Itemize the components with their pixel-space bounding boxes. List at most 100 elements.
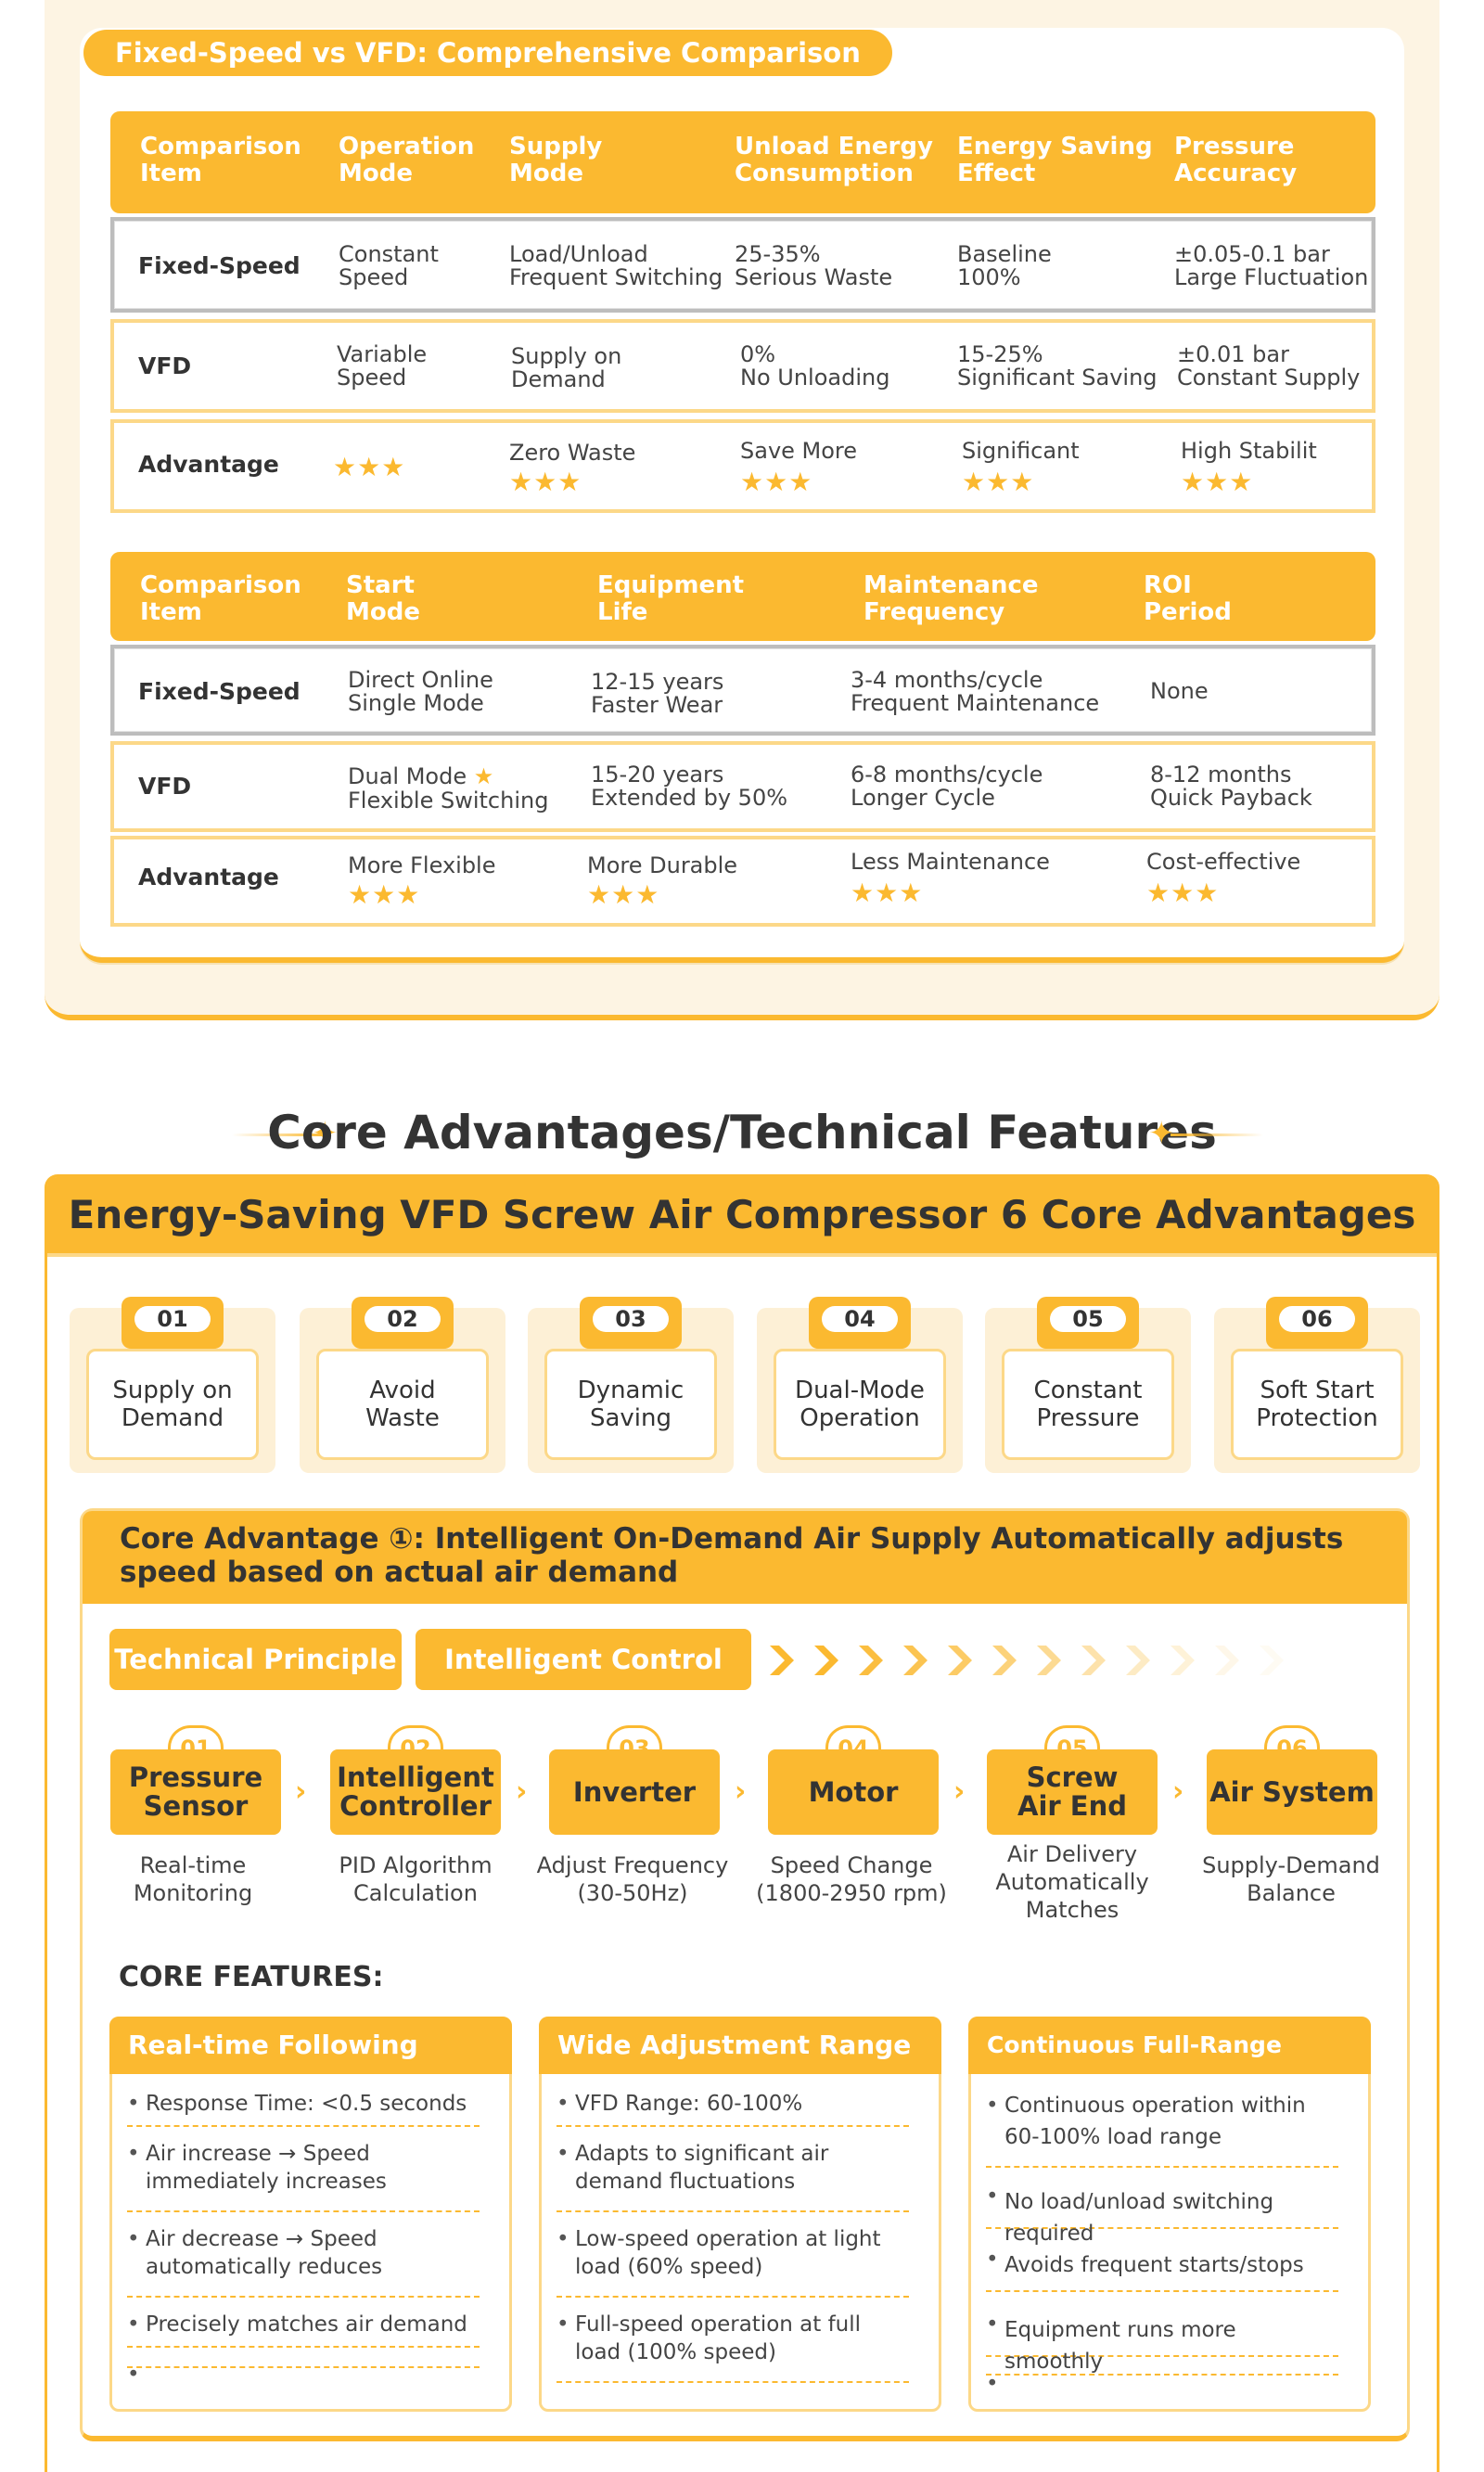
flow-step-description: Air Delivery Automatically Matches bbox=[995, 1841, 1149, 1923]
table-cell: 6-8 months/cycle Longer Cycle bbox=[851, 762, 1043, 811]
table-cell: Variable Speed bbox=[337, 341, 428, 391]
advantage-label: Soft Start Protection bbox=[1231, 1349, 1403, 1460]
feature-list-item: Precisely matches air demand bbox=[127, 2311, 480, 2348]
row-label: VFD bbox=[138, 352, 192, 379]
advantage-number: 04 bbox=[822, 1306, 898, 1332]
header-pressure-accuracy: Pressure Accuracy bbox=[1174, 133, 1298, 187]
star-rating-icon: ★★★ bbox=[851, 877, 924, 908]
advantage-label: Dynamic Saving bbox=[544, 1349, 717, 1460]
feature-list-item: Adapts to significant air demand fluctua… bbox=[556, 2140, 909, 2212]
star-rating-icon: ★★★ bbox=[587, 879, 660, 910]
advantage-number-tab: 01 bbox=[122, 1297, 224, 1349]
advantage-number: 02 bbox=[365, 1306, 441, 1332]
chevron-right-icon bbox=[1215, 1646, 1239, 1675]
table-cell: More Flexible bbox=[348, 852, 496, 878]
flow-step-description: Supply-Demand Balance bbox=[1202, 1852, 1380, 1906]
table-header: Comparison Item Operation Mode Supply Mo… bbox=[110, 111, 1375, 213]
row-label: VFD bbox=[138, 773, 192, 800]
table-cell: 12-15 years Faster Wear bbox=[591, 669, 724, 718]
feature-list-item: Air decrease → Speed automatically reduc… bbox=[127, 2225, 480, 2298]
advantage-card[interactable]: 02 Avoid Waste bbox=[300, 1297, 505, 1473]
technical-principle-tag: Technical Principle bbox=[109, 1629, 402, 1690]
table-cell: Load/Unload Frequent Switching bbox=[509, 241, 723, 290]
row-label: Fixed-Speed bbox=[138, 678, 301, 705]
table-cell: Significant bbox=[962, 438, 1080, 464]
star-rating-icon: ★★★ bbox=[740, 467, 813, 497]
table-row-vfd: VFD Variable Speed Supply on Demand 0% N… bbox=[110, 319, 1375, 413]
table-cell: 0% No Unloading bbox=[740, 341, 890, 391]
flow-step-air-system: Air System bbox=[1207, 1749, 1377, 1835]
row-label: Advantage bbox=[138, 451, 279, 478]
advantage-number-tab: 06 bbox=[1266, 1297, 1368, 1349]
table-row-fixed-speed: Fixed-Speed Constant Speed Load/Unload F… bbox=[110, 217, 1375, 313]
table-row-advantage: Advantage More Flexible ★★★ More Durable… bbox=[110, 836, 1375, 927]
advantage-number-tab: 03 bbox=[580, 1297, 682, 1349]
chevron-right-icon bbox=[1260, 1646, 1284, 1675]
star-rating-icon: ★★★ bbox=[509, 467, 582, 497]
chevron-right-icon bbox=[770, 1646, 794, 1675]
comparison-title: Fixed-Speed vs VFD: Comprehensive Compar… bbox=[83, 30, 892, 76]
table-header: Comparison Item Start Mode Equipment Lif… bbox=[110, 552, 1375, 641]
advantage-number-tab: 02 bbox=[352, 1297, 454, 1349]
decorative-line-left bbox=[232, 1134, 325, 1136]
intelligent-control-flow-tag: Intelligent Control Flow bbox=[416, 1629, 751, 1736]
advantage-number: 03 bbox=[593, 1306, 669, 1332]
advantage-card[interactable]: 06 Soft Start Protection bbox=[1214, 1297, 1420, 1473]
feature-list-item: Continuous operation within 60-100% load… bbox=[986, 2090, 1338, 2168]
flow-step-description: Speed Change (1800-2950 rpm) bbox=[756, 1852, 947, 1906]
header-operation-mode: Operation Mode bbox=[339, 133, 475, 187]
header-comparison-item: Comparison Item bbox=[140, 133, 301, 187]
table-row-fixed-speed: Fixed-Speed Direct Online Single Mode 12… bbox=[110, 645, 1375, 736]
table-cell: 25-35% Serious Waste bbox=[735, 241, 893, 290]
feature-card-title: Wide Adjustment Range bbox=[539, 2017, 941, 2074]
feature-card-title: Continuous Full-Range Operation bbox=[968, 2017, 1371, 2116]
table-row-advantage: Advantage ★★★ Zero Waste ★★★ Save More ★… bbox=[110, 419, 1375, 513]
header-energy-saving: Energy Saving Effect bbox=[957, 133, 1153, 187]
star-rating-icon: ★★★ bbox=[333, 452, 406, 482]
flow-step-intelligent-controller: Intelligent Controller bbox=[330, 1749, 501, 1835]
advantage-number-tab: 05 bbox=[1037, 1297, 1139, 1349]
decorative-line-right bbox=[1171, 1134, 1263, 1136]
table-cell: Baseline 100% bbox=[957, 241, 1052, 290]
flow-arrow-icon: › bbox=[516, 1775, 528, 1808]
feature-list-item: Low-speed operation at light load (60% s… bbox=[556, 2225, 909, 2298]
chevron-right-icon bbox=[992, 1646, 1017, 1675]
chevron-right-icon bbox=[859, 1646, 883, 1675]
header-start-mode: Start Mode bbox=[346, 571, 420, 626]
dual-mode-sub: Flexible Switching bbox=[348, 788, 549, 813]
advantage-card[interactable]: 04 Dual-Mode Operation bbox=[757, 1297, 963, 1473]
advantage-card[interactable]: 01 Supply on Demand bbox=[70, 1297, 275, 1473]
feature-divider bbox=[127, 2361, 480, 2389]
advantage-card[interactable]: 03 Dynamic Saving bbox=[528, 1297, 734, 1473]
core-advantages-heading: Energy-Saving VFD Screw Air Compressor 6… bbox=[47, 1177, 1437, 1253]
star-rating-icon: ★★★ bbox=[1146, 877, 1220, 908]
core-features-title: CORE FEATURES: bbox=[119, 1961, 384, 1993]
header-unload-energy: Unload Energy Consumption bbox=[735, 133, 933, 187]
flow-step-motor: Motor bbox=[768, 1749, 939, 1835]
flow-step-pressure-sensor: Pressure Sensor bbox=[110, 1749, 281, 1835]
row-label: Advantage bbox=[138, 864, 279, 890]
table-cell: Cost-effective bbox=[1146, 849, 1301, 875]
star-rating-icon: ★★★ bbox=[962, 467, 1035, 497]
advantage-label: Constant Pressure bbox=[1002, 1349, 1174, 1460]
table-cell: Zero Waste bbox=[509, 440, 636, 466]
header-maintenance-frequency: Maintenance Frequency bbox=[864, 571, 1039, 626]
feature-card-real-time-following: Real-time Following Response Time: <0.5 … bbox=[109, 2017, 512, 2412]
star-rating-icon: ★★★ bbox=[348, 879, 421, 910]
chevron-right-icon bbox=[1037, 1646, 1061, 1675]
advantage-card[interactable]: 05 Constant Pressure bbox=[985, 1297, 1191, 1473]
table-cell: Save More bbox=[740, 438, 858, 464]
advantage-number: 01 bbox=[134, 1306, 211, 1332]
table-cell: Constant Speed bbox=[339, 241, 439, 290]
advantage-label: Supply on Demand bbox=[86, 1349, 259, 1460]
flow-arrow-icon: › bbox=[953, 1775, 966, 1808]
table-cell: Dual Mode ★ Flexible Switching bbox=[348, 763, 548, 813]
feature-list-item: No load/unload switching required bbox=[986, 2181, 1338, 2246]
row-label: Fixed-Speed bbox=[138, 252, 301, 279]
advantage-number: 05 bbox=[1050, 1306, 1126, 1332]
flow-step-description: Adjust Frequency (30-50Hz) bbox=[536, 1852, 729, 1906]
table-cell: Supply on Demand bbox=[511, 343, 622, 392]
star-rating-icon: ★★★ bbox=[1181, 467, 1254, 497]
chevron-right-icon bbox=[903, 1646, 928, 1675]
table-cell: 3-4 months/cycle Frequent Maintenance bbox=[851, 667, 1100, 716]
